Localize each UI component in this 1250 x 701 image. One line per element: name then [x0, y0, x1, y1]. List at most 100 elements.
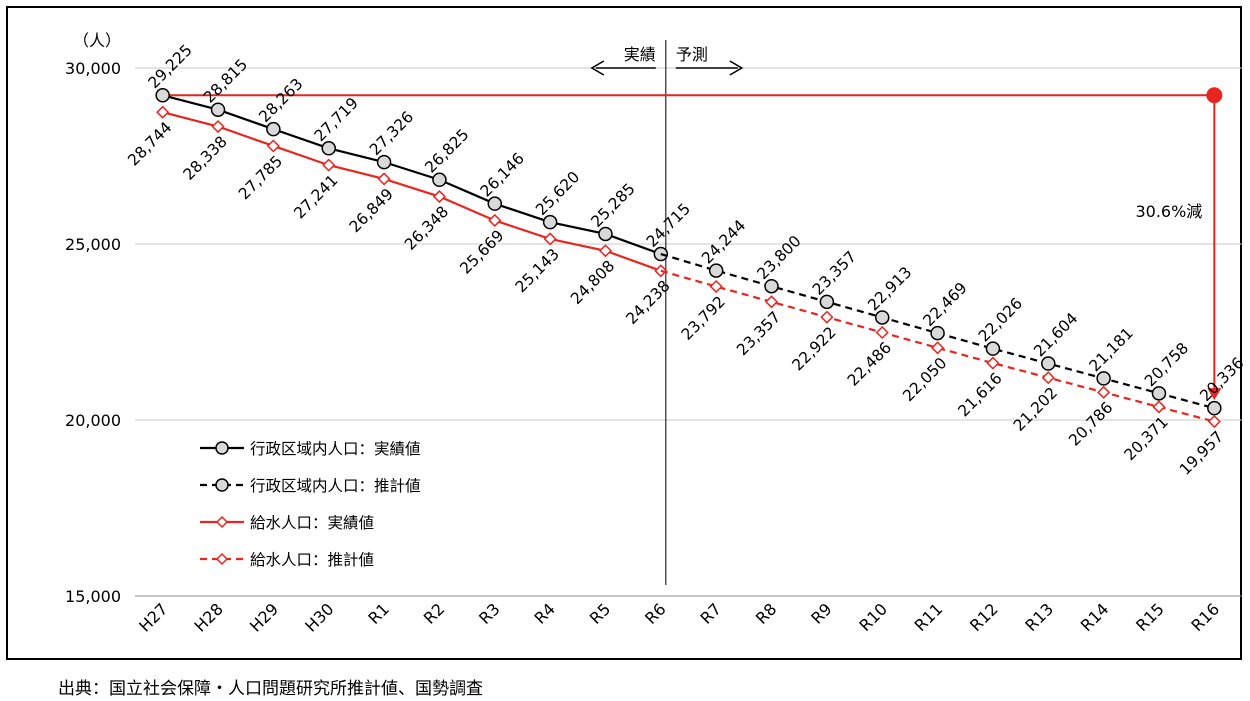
data-point-circle — [155, 88, 170, 103]
x-tick-label: R10 — [855, 599, 891, 635]
x-tick-label: R7 — [697, 599, 725, 627]
data-label: 25,669 — [457, 227, 508, 278]
data-point-circle — [1096, 371, 1111, 386]
data-point-diamond — [432, 189, 446, 204]
data-point-circle — [487, 196, 503, 211]
x-tick-label: R11 — [911, 599, 947, 635]
data-label: 21,202 — [1010, 384, 1061, 435]
data-point-circle — [1041, 356, 1056, 371]
data-label: 28,338 — [180, 133, 231, 184]
data-point-diamond — [1207, 414, 1221, 429]
data-point-diamond — [322, 158, 336, 172]
data-label: 26,348 — [401, 203, 452, 254]
data-point-diamond — [598, 244, 613, 258]
data-point-circle — [985, 341, 1001, 356]
legend-swatch-circle — [215, 441, 229, 455]
forecast-label: 予測 — [676, 45, 708, 64]
data-point-diamond — [764, 295, 779, 309]
y-tick-label: 15,000 — [65, 587, 121, 606]
x-tick-label: H27 — [135, 599, 171, 635]
legend-swatch-diamond — [215, 515, 229, 529]
data-label: 19,957 — [1176, 428, 1227, 479]
data-point-circle — [210, 102, 226, 117]
data-label: 20,786 — [1065, 398, 1116, 449]
data-label: 26,849 — [346, 185, 397, 236]
data-point-circle — [1207, 400, 1222, 416]
data-point-circle — [764, 278, 779, 294]
actual-label: 実績 — [624, 45, 656, 64]
data-point-circle — [542, 214, 558, 230]
series-line — [660, 252, 1215, 410]
data-point-diamond — [1041, 371, 1055, 385]
data-label: 20,371 — [1121, 413, 1172, 464]
x-tick-label: R16 — [1187, 599, 1223, 635]
data-label: 28,744 — [124, 118, 175, 169]
x-tick-label: R2 — [420, 599, 448, 627]
data-label: 28,815 — [200, 55, 251, 106]
data-label: 20,336 — [1196, 354, 1247, 405]
data-label: 25,620 — [532, 168, 583, 219]
data-label: 23,357 — [809, 248, 860, 299]
data-label: 28,263 — [255, 75, 306, 126]
data-label: 23,792 — [678, 293, 729, 344]
reduction-label: 30.6%減 — [1135, 202, 1202, 221]
y-tick-label: 25,000 — [65, 235, 121, 254]
actual-arrow-head — [590, 60, 605, 76]
data-point-diamond — [875, 325, 889, 340]
data-label: 27,326 — [366, 108, 417, 159]
data-point-circle — [819, 294, 835, 310]
data-point-circle — [708, 263, 724, 278]
data-point-diamond — [211, 119, 225, 134]
data-point-diamond — [931, 341, 945, 355]
data-label: 21,616 — [955, 369, 1006, 420]
data-point-circle — [598, 226, 613, 242]
x-tick-label: H30 — [301, 599, 337, 635]
data-point-diamond — [986, 356, 1000, 370]
data-label: 24,244 — [698, 216, 749, 267]
x-tick-label: H29 — [246, 599, 282, 635]
data-point-circle — [266, 121, 281, 137]
legend-label: 給水人口：実績値 — [250, 514, 374, 532]
data-label: 29,225 — [145, 41, 196, 92]
series-line — [162, 111, 662, 272]
data-label: 20,758 — [1141, 339, 1192, 390]
x-tick-label: R3 — [475, 599, 503, 627]
data-label: 21,604 — [1030, 309, 1081, 360]
forecast-arrow-head — [729, 60, 744, 76]
data-label: 27,719 — [311, 94, 362, 145]
legend-swatch-diamond — [215, 552, 229, 566]
data-label: 22,486 — [844, 339, 895, 390]
data-point-circle — [930, 325, 945, 341]
x-tick-label: R13 — [1021, 599, 1057, 635]
data-point-circle — [321, 141, 336, 156]
data-point-diamond — [1152, 400, 1166, 414]
data-point-circle — [874, 310, 890, 325]
legend-label: 行政区域内人口：推計値 — [250, 477, 421, 495]
data-label: 26,825 — [422, 125, 473, 176]
data-point-circle — [432, 172, 447, 188]
x-tick-label: R6 — [641, 599, 669, 627]
data-label: 27,241 — [290, 171, 341, 222]
data-point-diamond — [488, 213, 502, 228]
data-label: 25,143 — [512, 245, 563, 296]
data-point-diamond — [1097, 385, 1111, 399]
data-point-diamond — [156, 105, 170, 119]
data-label: 22,469 — [920, 279, 971, 330]
legend-swatch-circle — [215, 478, 229, 492]
population-line-chart: 15,000 20,000 25,000 30,000 （人） H27 H28 H29 H30 R… — [65, 31, 1247, 636]
data-point-diamond — [543, 232, 557, 246]
data-point-diamond — [266, 139, 280, 153]
x-tick-label: R5 — [586, 599, 614, 627]
x-tick-label: R14 — [1077, 599, 1113, 635]
data-label: 24,808 — [567, 257, 618, 308]
x-tick-label: R8 — [752, 599, 780, 627]
reduction-arrow-head — [1207, 388, 1222, 401]
x-tick-label: R15 — [1132, 599, 1168, 635]
data-label: 25,285 — [588, 180, 639, 231]
data-label: 27,785 — [235, 152, 286, 203]
legend-label: 行政区域内人口：実績値 — [250, 440, 421, 458]
y-tick-label: 30,000 — [65, 59, 121, 78]
data-point-diamond — [709, 279, 723, 294]
data-point-circle — [1151, 386, 1167, 401]
data-label: 24,715 — [643, 200, 694, 251]
